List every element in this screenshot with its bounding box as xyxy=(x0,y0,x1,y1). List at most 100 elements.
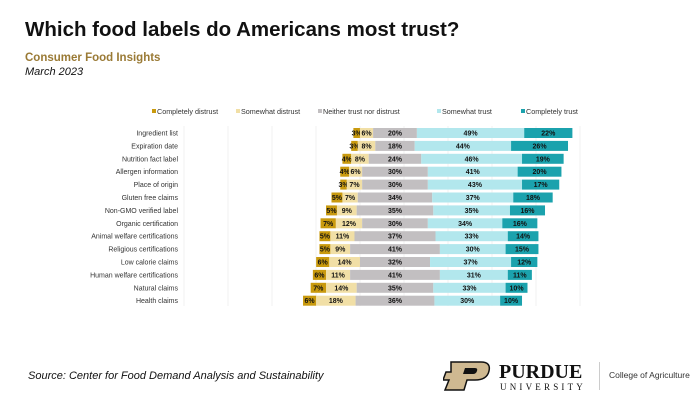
bar-segment xyxy=(507,269,532,280)
data-label: 9% xyxy=(342,208,353,215)
data-label: 37% xyxy=(388,234,403,241)
data-label: 5% xyxy=(332,195,343,202)
bar-segment xyxy=(433,205,510,216)
data-label: 15% xyxy=(515,247,530,254)
category-label: Human welfare certifications xyxy=(90,272,178,279)
category-label: Animal welfare certifications xyxy=(91,234,178,241)
bar-segment xyxy=(356,282,434,293)
bar-segment xyxy=(507,231,539,242)
data-label: 19% xyxy=(536,156,551,163)
bar-segment xyxy=(439,269,508,280)
purdue-logo: PURDUE UNIVERSITY xyxy=(443,361,583,392)
category-label: Allergen information xyxy=(116,169,178,176)
legend-swatch xyxy=(318,109,322,113)
category-label: Religious certifications xyxy=(108,247,178,254)
legend-swatch xyxy=(437,109,441,113)
data-label: 20% xyxy=(533,169,548,176)
data-label: 7% xyxy=(323,221,334,228)
legend-label: Completely distrust xyxy=(157,107,218,116)
data-label: 6% xyxy=(361,131,372,138)
bar-segment xyxy=(368,153,422,164)
bar-segment xyxy=(335,218,363,229)
category-label: Health claims xyxy=(136,298,179,305)
bar-segment xyxy=(421,153,523,164)
data-label: 12% xyxy=(517,260,532,267)
data-label: 3% xyxy=(338,182,349,189)
bar-segment xyxy=(362,218,428,229)
data-label: 34% xyxy=(458,221,473,228)
data-label: 14% xyxy=(334,285,349,292)
data-label: 37% xyxy=(464,260,479,267)
bar-segment xyxy=(522,153,564,164)
data-label: 36% xyxy=(388,298,403,305)
data-label: 18% xyxy=(388,143,403,150)
data-label: 4% xyxy=(340,169,351,176)
bar-segment xyxy=(517,166,562,177)
bar-segment xyxy=(326,282,357,293)
bar-segment xyxy=(316,295,356,306)
bar-segment xyxy=(330,231,355,242)
category-label: Nutrition fact label xyxy=(122,156,178,163)
bar-segment xyxy=(416,128,525,138)
bar-segment xyxy=(349,166,363,177)
data-label: 11% xyxy=(331,272,345,279)
bar-segment xyxy=(355,295,435,306)
bar-segment xyxy=(303,295,317,306)
svg-text:PURDUE: PURDUE xyxy=(499,361,582,383)
bar-segment xyxy=(350,269,440,280)
data-label: 35% xyxy=(465,208,480,215)
bar-segment xyxy=(511,140,569,151)
legend-label: Completely trust xyxy=(526,107,578,116)
data-label: 9% xyxy=(335,247,346,254)
bar-segment xyxy=(513,192,553,203)
category-label: Place of origin xyxy=(134,182,178,189)
data-label: 35% xyxy=(388,208,403,215)
bar-segment xyxy=(505,282,528,293)
bar-segment xyxy=(342,192,358,203)
data-label: 8% xyxy=(355,156,366,163)
bar-segment xyxy=(326,205,337,216)
legend-label: Neither trust nor distrust xyxy=(323,107,400,116)
bar-segment xyxy=(326,269,351,280)
data-label: 24% xyxy=(388,156,403,163)
data-label: 22% xyxy=(541,131,556,138)
data-label: 12% xyxy=(342,221,357,228)
data-label: 30% xyxy=(388,182,403,189)
data-label: 5% xyxy=(320,234,331,241)
bar-segment xyxy=(319,231,331,242)
data-label: 5% xyxy=(326,208,337,215)
data-label: 7% xyxy=(313,285,324,292)
legend-swatch xyxy=(521,109,525,113)
bar-segment xyxy=(346,179,363,190)
bar-segment xyxy=(439,244,506,255)
bar-segment xyxy=(329,257,360,267)
bar-segment xyxy=(414,140,512,151)
bar-segment xyxy=(342,153,352,164)
bar-segment xyxy=(430,257,512,267)
bar-segment xyxy=(316,257,330,267)
data-label: 41% xyxy=(388,247,403,254)
data-label: 26% xyxy=(533,143,548,150)
bar-segment xyxy=(427,218,503,229)
bar-segment xyxy=(500,295,523,306)
bar-segment xyxy=(357,192,433,203)
data-label: 18% xyxy=(329,298,344,305)
bar-segment xyxy=(331,192,343,203)
category-label: Natural claims xyxy=(134,285,179,292)
bar-segment xyxy=(427,166,518,177)
bar-segment xyxy=(427,179,523,190)
data-label: 5% xyxy=(320,247,331,254)
data-label: 7% xyxy=(349,182,360,189)
data-label: 6% xyxy=(305,298,316,305)
subtitle: Consumer Food Insights xyxy=(25,52,161,64)
category-label: Expiration date xyxy=(131,143,178,150)
data-label: 18% xyxy=(526,195,541,202)
data-label: 30% xyxy=(388,221,403,228)
legend-swatch xyxy=(236,109,240,113)
bar-segment xyxy=(522,179,560,190)
data-label: 6% xyxy=(314,272,325,279)
data-label: 7% xyxy=(345,195,356,202)
data-label: 10% xyxy=(504,298,519,305)
bar-segment xyxy=(435,231,508,242)
bar-segment xyxy=(524,128,573,138)
